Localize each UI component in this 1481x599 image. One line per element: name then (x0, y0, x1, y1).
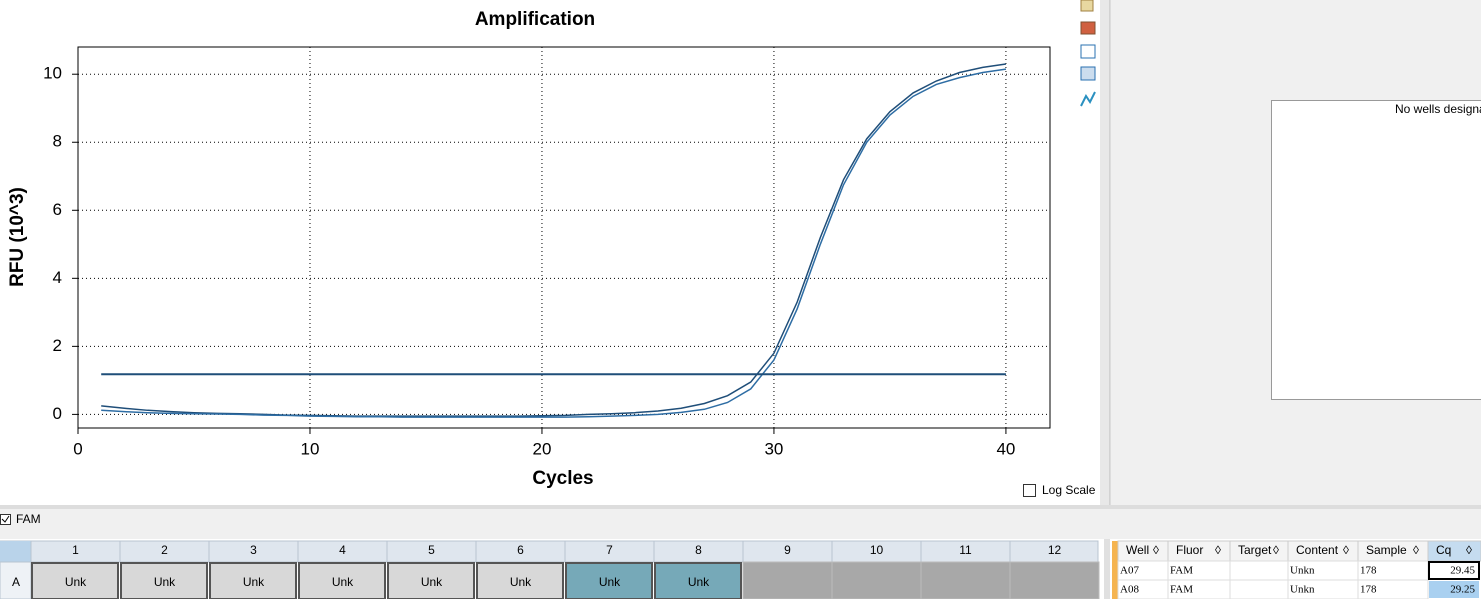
fluor-checkbox[interactable] (0, 514, 11, 525)
table-cell-text: FAM (1170, 584, 1193, 596)
plate-well-label: Unk (243, 575, 265, 589)
y-tick-label: 10 (43, 64, 62, 83)
plate-column-label: 3 (250, 543, 257, 557)
table-cell (1357, 579, 1429, 599)
plate-well[interactable] (298, 562, 386, 599)
plate-column-label: 6 (517, 543, 524, 557)
table-cell-text: A08 (1120, 584, 1139, 596)
plate-column-label: 4 (339, 543, 346, 557)
y-tick-label: 2 (53, 336, 62, 355)
y-tick-label: 6 (53, 200, 62, 219)
plate-column-label: 10 (870, 543, 884, 557)
plate-well-empty[interactable] (920, 561, 1011, 599)
toolbar (1080, 0, 1096, 107)
plate-well-empty[interactable] (742, 561, 833, 599)
divider (0, 505, 1481, 509)
line-icon[interactable] (1080, 91, 1096, 107)
copy-icon[interactable] (1080, 0, 1094, 12)
table-cell-text: A07 (1120, 565, 1139, 577)
plate-well-empty[interactable] (1009, 561, 1100, 599)
row-gutter (1112, 541, 1118, 599)
sort-icon: ◊ (1215, 543, 1221, 557)
plate-well-empty[interactable] (831, 561, 922, 599)
table-header[interactable]: Content (1296, 543, 1339, 557)
x-tick-label: 30 (764, 439, 783, 458)
plate-grid: A 1 Unk 2 Unk 3 Unk 4 Unk 5 Unk 6 Unk 7 Unk 8 Unk 9 10 11 12 (0, 540, 1100, 599)
sort-icon: ◊ (1466, 543, 1472, 557)
plot-frame (77, 46, 1051, 429)
image-icon[interactable] (1080, 66, 1096, 81)
well-info-box (1271, 100, 1481, 400)
plate-column-label: 12 (1048, 543, 1062, 557)
plate-column-label: 7 (606, 543, 613, 557)
table-cell-text: Unkn (1290, 565, 1315, 577)
plate-well[interactable] (565, 562, 653, 599)
fluor-label[interactable]: FAM (16, 512, 41, 526)
y-axis-title: RFU (10^3) (7, 187, 28, 287)
export-icon[interactable] (1080, 44, 1096, 59)
x-axis-title: Cycles (532, 468, 593, 489)
plate-column-label: 2 (161, 543, 168, 557)
plate-row-label: A (12, 575, 20, 589)
plate-well-label: Unk (599, 575, 621, 589)
chart-icon[interactable] (1080, 21, 1096, 35)
table-cell-text: Unkn (1290, 584, 1315, 596)
plate-column-label: 1 (72, 543, 79, 557)
plate-column-label: 9 (784, 543, 791, 557)
sort-icon: ◊ (1153, 543, 1159, 557)
chart-title: Amplification (475, 9, 595, 30)
log-scale-checkbox[interactable] (1023, 484, 1036, 497)
table-cell-text: 178 (1360, 565, 1377, 577)
plate-column-label: 5 (428, 543, 435, 557)
check-mark (1, 515, 10, 523)
cq-cell (1428, 561, 1480, 580)
table-header[interactable]: Well (1126, 543, 1149, 557)
splitter-bottom (1104, 539, 1110, 599)
plate-well-label: Unk (421, 575, 443, 589)
x-tick-label: 20 (533, 439, 552, 458)
table-cell-text: 29.25 (1450, 584, 1475, 596)
y-tick-label: 0 (53, 404, 62, 423)
table-header[interactable]: Target (1238, 543, 1272, 557)
plot-area: 0 2 4 6 8 10 0 10 20 30 40 (43, 46, 1051, 458)
plate-well-label: Unk (65, 575, 87, 589)
x-tick-label: 40 (996, 439, 1015, 458)
table-header[interactable]: Sample (1366, 543, 1407, 557)
table-header[interactable]: Cq (1436, 543, 1451, 557)
y-tick-label: 8 (53, 132, 62, 151)
plate-well[interactable] (209, 562, 297, 599)
cq-cell (1429, 581, 1479, 598)
fluor-strip (0, 509, 1481, 539)
table-cell-text: FAM (1170, 565, 1193, 577)
splitter[interactable] (1100, 0, 1110, 505)
sort-icon: ◊ (1413, 543, 1419, 557)
x-tick-label: 10 (301, 439, 320, 458)
plate-well-label: Unk (510, 575, 532, 589)
x-tick-label: 0 (73, 439, 82, 458)
table-cell-text: 178 (1360, 584, 1377, 596)
amplification-curve (101, 68, 1007, 418)
plate-corner (0, 541, 31, 562)
sort-icon: ◊ (1343, 543, 1349, 557)
table-header[interactable]: Fluor (1176, 543, 1203, 557)
plate-well[interactable] (120, 562, 208, 599)
well-info-text: No wells designate (1395, 102, 1481, 116)
table-cell-text: 29.45 (1450, 565, 1475, 577)
plate-column-label: 8 (695, 543, 702, 557)
plate-well-label: Unk (154, 575, 176, 589)
sort-icon: ◊ (1273, 543, 1279, 557)
plate-well[interactable] (31, 562, 119, 599)
log-scale-label[interactable]: Log Scale (1042, 483, 1096, 497)
plate-well[interactable] (476, 562, 564, 599)
y-tick-label: 4 (53, 268, 62, 287)
plate-well-label: Unk (688, 575, 710, 589)
plate-column-label: 11 (959, 543, 972, 557)
plate-well-label: Unk (332, 575, 354, 589)
plate-well[interactable] (654, 562, 742, 599)
plate-well[interactable] (387, 562, 475, 599)
